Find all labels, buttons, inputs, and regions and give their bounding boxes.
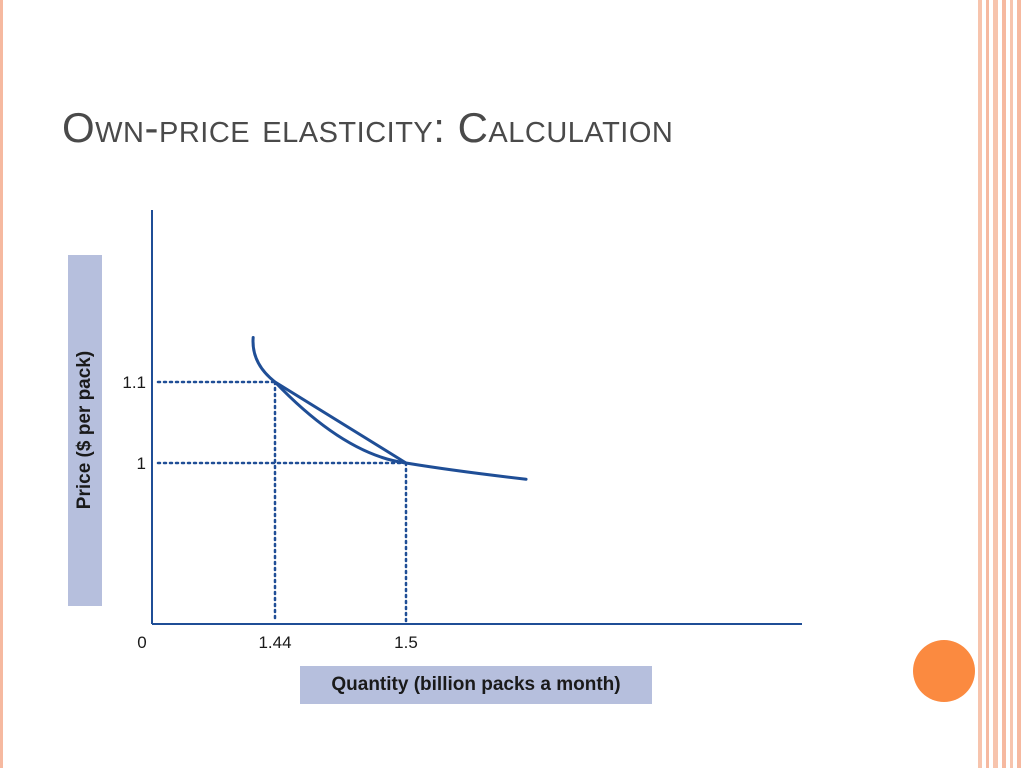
chord-line — [273, 380, 408, 465]
left-edge-stripe — [0, 0, 3, 768]
orange-circle-decoration — [913, 640, 975, 702]
y-tick-label-0: 1.1 — [122, 373, 146, 392]
y-tick-label-1: 1 — [137, 454, 146, 473]
origin-label: 0 — [137, 633, 146, 652]
x-axis-label-box: Quantity (billion packs a month) — [300, 666, 652, 704]
x-axis-label: Quantity (billion packs a month) — [331, 674, 621, 695]
demand-curve — [251, 335, 528, 481]
x-tick-label-1: 1.5 — [394, 633, 418, 652]
slide-title: Own-price elasticity: Calculation — [62, 104, 674, 151]
y-axis-label-box — [68, 255, 102, 606]
x-tick-label-0: 1.44 — [258, 633, 291, 652]
